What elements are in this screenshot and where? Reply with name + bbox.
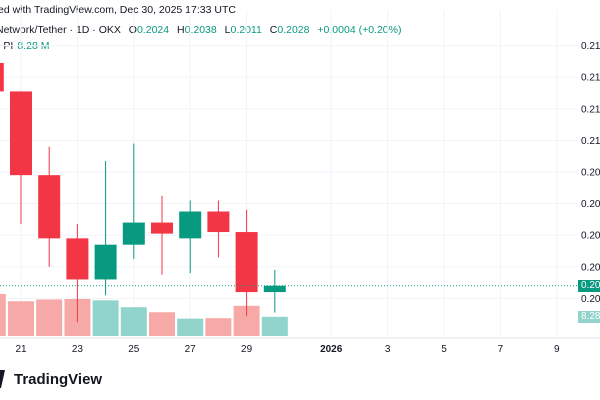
legend-change: +0.0004 (+0.20%)	[317, 24, 402, 36]
volume-bar	[36, 299, 63, 336]
time-axis-label: 2026	[320, 344, 343, 355]
volume-bar	[205, 318, 232, 336]
volume-bar	[8, 301, 34, 336]
price-axis-label: 0.21	[581, 41, 600, 52]
volume-bar	[120, 307, 147, 336]
candle-body	[151, 222, 173, 234]
legend-high: 0.2038	[184, 24, 217, 36]
volume-bar	[149, 312, 175, 336]
time-axis-label: 3	[385, 344, 391, 355]
last-volume-tag: 8.28	[578, 310, 600, 323]
time-axis-label: 25	[128, 344, 140, 355]
price-axis-label: 0.20	[581, 262, 600, 273]
time-axis-label: 27	[185, 344, 197, 355]
price-axis-label: 0.21	[581, 104, 600, 115]
candle-body	[38, 175, 61, 239]
price-axis-label: 0.21	[581, 73, 600, 84]
legend-open-key: O	[128, 24, 137, 36]
chart-caption: ed with TradingView.com, Dec 30, 2025 17…	[0, 4, 236, 16]
candle-body	[94, 244, 117, 280]
brand-logo[interactable]: TradingView	[0, 370, 102, 388]
candle-body	[179, 211, 202, 239]
price-axis-label: 0.20	[581, 231, 600, 242]
price-axis-label: 0.20	[581, 199, 600, 210]
time-axis-label: 9	[554, 344, 560, 355]
legend-close: 0.2028	[277, 24, 310, 36]
time-axis-label: 5	[441, 344, 447, 355]
candle-body	[0, 62, 4, 92]
candle-body	[10, 91, 32, 176]
price-axis-label: 0.21	[581, 136, 600, 147]
time-axis-label: 23	[72, 344, 84, 355]
candle-body	[122, 222, 145, 245]
time-axis-label: 7	[498, 344, 504, 355]
volume-bar	[92, 300, 119, 336]
candle-body	[207, 211, 230, 233]
candle-body	[235, 232, 258, 293]
legend-open: 0.2024	[136, 24, 170, 36]
candle-body	[263, 285, 286, 293]
price-axis-label: 0.20	[581, 294, 600, 305]
last-price-tag: 0.20	[578, 279, 600, 292]
legend-ohlc: Network/Tether · 1D · OKX O0.2024 H0.203…	[0, 24, 401, 36]
legend-close-key: C	[269, 24, 278, 36]
brand-name: TradingView	[14, 370, 103, 388]
volume-bar	[261, 316, 288, 336]
volume-bar	[0, 293, 6, 336]
legend-high-key: H	[177, 24, 185, 36]
tradingview-logo-icon	[0, 370, 5, 388]
legend-low-key: L	[224, 24, 231, 36]
volume-bar	[177, 318, 204, 336]
time-axis-label: 21	[15, 344, 27, 355]
price-axis-label: 0.20	[581, 168, 600, 179]
time-axis-label: 29	[241, 344, 253, 355]
candle-body	[66, 238, 89, 280]
legend-symbol[interactable]: Network/Tether · 1D · OKX	[0, 24, 121, 36]
